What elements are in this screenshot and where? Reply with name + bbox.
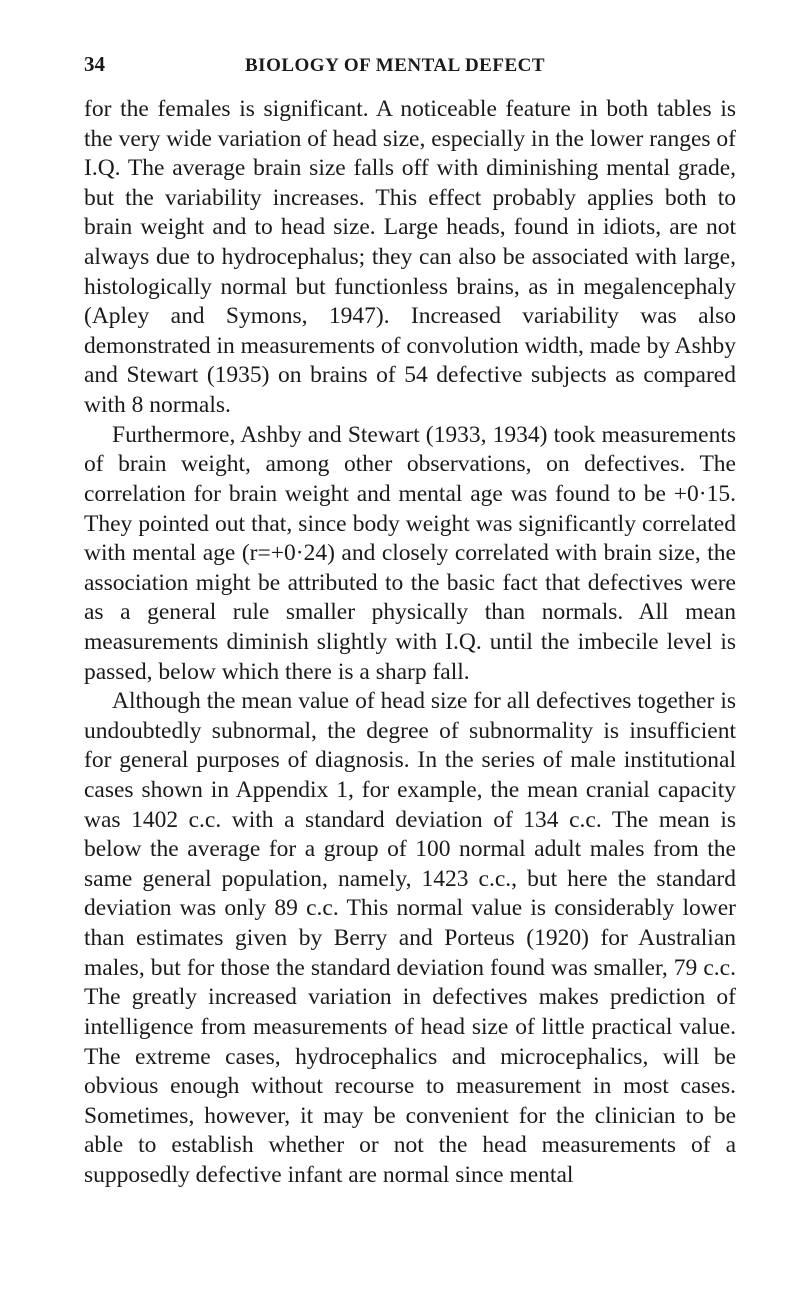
paragraph-1: for the females is significant. A notice… xyxy=(84,95,736,421)
page-header: 34 BIOLOGY OF MENTAL DEFECT xyxy=(84,52,736,77)
paragraph-3: Although the mean value of head size for… xyxy=(84,687,736,1190)
page-number: 34 xyxy=(84,52,105,77)
body-text: for the females is significant. A notice… xyxy=(84,95,736,1191)
paragraph-2: Furthermore, Ashby and Stewart (1933, 19… xyxy=(84,421,736,687)
chapter-title: BIOLOGY OF MENTAL DEFECT xyxy=(245,55,545,77)
